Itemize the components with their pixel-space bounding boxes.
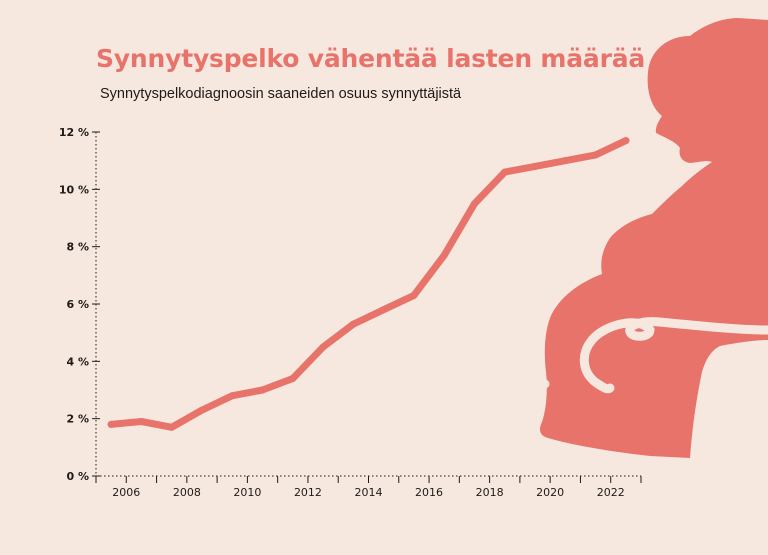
data-point <box>259 386 267 394</box>
y-tick-label: 2 % <box>66 413 89 426</box>
y-tick-label: 0 % <box>66 470 89 483</box>
data-point <box>410 291 418 299</box>
data-point <box>168 423 176 431</box>
chart-subtitle: Synnytyspelkodiagnoosin saaneiden osuus … <box>100 86 462 102</box>
series-line <box>107 137 630 431</box>
data-point <box>349 320 357 328</box>
data-point <box>622 137 630 145</box>
data-point <box>501 168 509 176</box>
data-point <box>380 306 388 314</box>
data-point <box>440 251 448 259</box>
x-tick-label: 2010 <box>233 486 261 499</box>
data-point <box>107 420 115 428</box>
x-tick-label: 2014 <box>355 486 383 499</box>
y-tick-label: 12 % <box>59 126 89 139</box>
data-point <box>319 343 327 351</box>
data-point <box>531 162 539 170</box>
data-point <box>470 200 478 208</box>
y-tick-label: 10 % <box>59 183 89 196</box>
data-point <box>137 418 145 426</box>
x-tick-label: 2020 <box>536 486 564 499</box>
y-tick-label: 4 % <box>66 355 89 368</box>
x-tick-label: 2022 <box>597 486 625 499</box>
x-tick-label: 2008 <box>173 486 201 499</box>
chart-marks <box>107 137 630 431</box>
data-point <box>592 151 600 159</box>
y-tick-label: 8 % <box>66 241 89 254</box>
x-tick-label: 2018 <box>476 486 504 499</box>
data-point <box>289 375 297 383</box>
x-tick-label: 2016 <box>415 486 443 499</box>
y-tick-label: 6 % <box>66 298 89 311</box>
x-tick-label: 2012 <box>294 486 322 499</box>
x-tick-label: 2006 <box>112 486 140 499</box>
data-point <box>198 406 206 414</box>
chart-axes: 0 % 2 % 4 % 6 % 8 % 10 % 12 % 2006 2008 2010 2012 2… <box>59 126 642 499</box>
data-point <box>561 157 569 165</box>
data-point <box>228 392 236 400</box>
chart-title: Synnytyspelko vähentää lasten määrää <box>96 44 646 73</box>
pregnant-woman-silhouette <box>528 18 768 458</box>
